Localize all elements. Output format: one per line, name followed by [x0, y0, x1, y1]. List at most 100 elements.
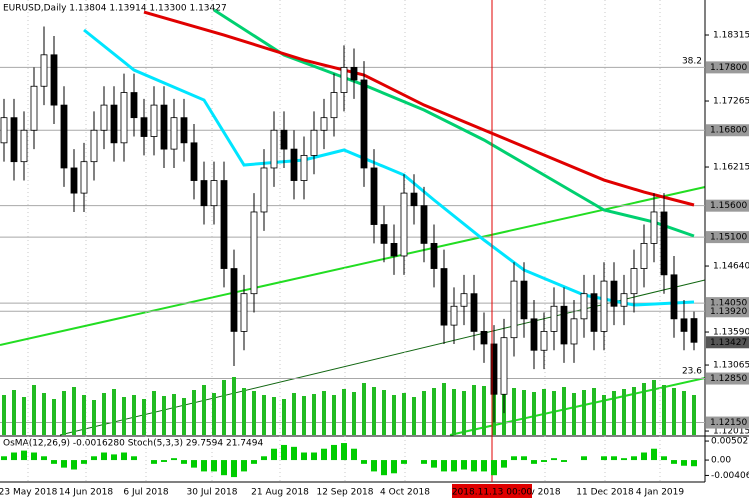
candle-body [640, 242, 648, 269]
volume-bar [372, 387, 376, 435]
level-label: 1.12150 [710, 418, 747, 428]
candle-body [550, 305, 558, 332]
candle-body [190, 142, 198, 181]
volume-bar [662, 385, 666, 435]
candle-body [650, 211, 658, 244]
level-box [706, 199, 749, 212]
candle-body [330, 92, 338, 119]
osma-bar [611, 456, 617, 461]
osma-bar [311, 452, 317, 461]
volume-bar [592, 388, 596, 435]
volume-bar [402, 393, 406, 435]
cursor-label: 2018.11.13 00:00 [452, 488, 533, 498]
osma-bar [21, 450, 27, 461]
osma-bar [261, 456, 267, 461]
volume-bar [282, 399, 286, 435]
volume-bar [302, 396, 306, 435]
osma-bar [181, 460, 187, 464]
candle-body [560, 305, 568, 345]
osma-bar [461, 460, 467, 470]
candle-body [60, 104, 68, 169]
moving-average [213, 8, 695, 238]
osma-bar [561, 460, 567, 462]
osma-bar [511, 456, 517, 461]
level-label: 1.17800 [710, 63, 747, 73]
volume-bar [172, 394, 176, 435]
x-tick-label: 30 Jul 2018 [187, 488, 238, 498]
volume-bar [462, 391, 466, 435]
candle-body [400, 192, 408, 257]
volume-bar [192, 390, 196, 435]
x-tick-label: 12 Sep 2018 [316, 488, 373, 498]
volume-bar [442, 383, 446, 435]
osma-bar [631, 456, 637, 461]
osma-bar [211, 460, 217, 472]
volume-bar [352, 392, 356, 435]
candle-body [230, 268, 238, 332]
candle-body [600, 280, 608, 332]
candle-body [30, 85, 38, 131]
volume-bar [12, 390, 16, 435]
osma-bar [201, 460, 207, 472]
level-box [706, 305, 749, 318]
volume-bar [642, 383, 646, 435]
candle-body [10, 117, 18, 163]
osma-bar [161, 460, 167, 462]
osma-bar [381, 460, 387, 476]
volume-bar [312, 394, 316, 435]
osma-bar [451, 460, 457, 472]
volume-bar [132, 395, 136, 435]
osma-bar [361, 460, 367, 464]
fib-label: 23.6 [682, 367, 702, 377]
osma-bar [291, 446, 297, 461]
candle-body [50, 54, 58, 106]
osma-bar [121, 452, 127, 461]
y-tick-label: 1.12015 [713, 427, 749, 437]
volume-bar [412, 397, 416, 435]
volume-bar [222, 380, 226, 435]
price-box [706, 336, 749, 349]
candle-body [690, 318, 698, 343]
osma-bar [531, 460, 537, 464]
candle-body [500, 337, 508, 395]
volume-bar [272, 397, 276, 435]
candle-body [510, 280, 518, 339]
volume-bar [612, 391, 616, 435]
candle-body [470, 293, 478, 332]
level-label: 1.13920 [710, 307, 747, 317]
volume-bar [202, 385, 206, 435]
candle-body [670, 274, 678, 320]
volume-bar [142, 399, 146, 435]
osma-bar [581, 456, 587, 461]
x-tick-label: 6 Jul 2018 [123, 488, 168, 498]
candle-body [0, 117, 8, 144]
osma-bar [321, 448, 327, 461]
volume-bar [422, 391, 426, 435]
moving-average [143, 10, 695, 207]
candle-body [210, 180, 218, 207]
volume-bar [42, 393, 46, 435]
candle-body [460, 293, 468, 307]
y-tick-label: 1.18315 [713, 31, 749, 41]
candle-body [580, 293, 588, 320]
osma-bar [651, 448, 657, 461]
volume-bar [542, 389, 546, 435]
candle-body [80, 161, 88, 194]
x-tick-label: 4 Oct 2018 [380, 488, 430, 498]
candle-body [440, 268, 448, 326]
x-tick-label: 14 Jun 2018 [59, 488, 113, 498]
osma-bar [251, 460, 257, 464]
volume-bar [252, 391, 256, 435]
candle-body [250, 211, 258, 295]
volume-bar [382, 390, 386, 435]
volume-bar [212, 393, 216, 435]
volume-bar [602, 395, 606, 435]
candle-body [350, 66, 358, 81]
candle-body [630, 268, 638, 295]
osma-bar [221, 460, 227, 476]
candle-body [220, 180, 228, 269]
osma-bar [1, 456, 7, 461]
volume-bar [332, 395, 336, 435]
volume-bar [672, 388, 676, 435]
volume-bar [182, 398, 186, 435]
